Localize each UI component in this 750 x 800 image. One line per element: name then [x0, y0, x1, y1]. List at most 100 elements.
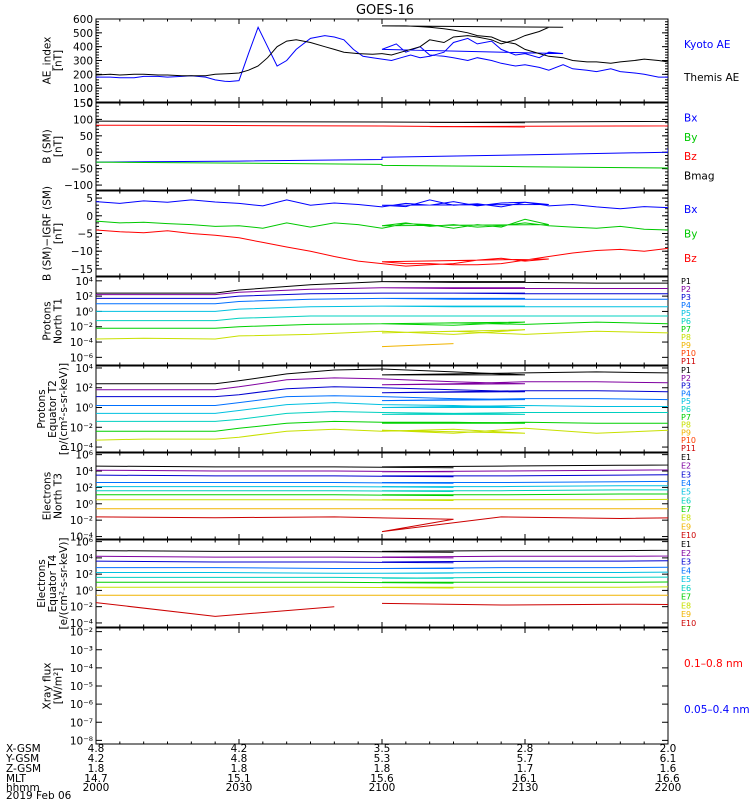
- y-tick-label: 10⁻⁷: [70, 717, 93, 729]
- legend-entry: E2: [681, 462, 691, 471]
- series-line-p7: [96, 321, 668, 329]
- legend-entry: P11: [681, 357, 696, 366]
- y-tick-label: 10⁶: [75, 450, 93, 462]
- series-line-e3: [96, 559, 668, 564]
- x-row-value: 15.6: [370, 773, 394, 785]
- y-tick-label: 10²: [75, 569, 93, 581]
- series-line-p4: [96, 297, 668, 305]
- legend-entry: P10: [681, 349, 696, 358]
- series-line-e4: [96, 566, 668, 569]
- x-row-value: 6.1: [660, 753, 677, 765]
- series-line-kyoto-ae: [96, 26, 668, 89]
- series-line-p2: [96, 287, 668, 296]
- y-axis-label: Electrons: [42, 472, 54, 521]
- x-row-value: 1.8: [231, 763, 248, 775]
- series-line-bz: [96, 229, 668, 267]
- series-line-e5: [96, 571, 668, 574]
- y-tick-label: 0: [86, 97, 93, 109]
- legend-entry: Kyoto AE: [684, 39, 730, 51]
- legend-entry: P2: [681, 285, 691, 294]
- y-tick-label: 10⁰: [75, 585, 93, 597]
- x-row-value: 5.3: [374, 753, 391, 765]
- x-row-label: hhmm: [6, 782, 40, 794]
- legend-entry: Bz: [684, 253, 697, 265]
- x-row-value: 2.8: [517, 743, 534, 755]
- x-row-value: 1.8: [374, 763, 391, 775]
- y-axis-label: Electrons: [36, 559, 48, 608]
- y-axis-label: North T3: [53, 473, 65, 519]
- y-axis-label: [p/(cm²-s-sr-keV)]: [58, 363, 70, 455]
- series-line-p3: [96, 386, 668, 398]
- y-tick-label: −100: [64, 180, 93, 192]
- x-row-label: Y-GSM: [5, 753, 39, 765]
- series-line-p6: [96, 410, 668, 422]
- y-tick-label: 50: [80, 131, 93, 143]
- legend-entry: P5: [681, 309, 691, 318]
- x-row-value: 4.8: [231, 753, 248, 765]
- legend-entry: E4: [681, 566, 691, 575]
- series-line-bx: [96, 199, 668, 212]
- y-tick-label: 0: [86, 211, 93, 223]
- series-line-p5: [96, 305, 668, 312]
- series-line-e8: [96, 498, 668, 501]
- series-line-e7: [96, 581, 668, 584]
- y-axis-label: [nT]: [53, 50, 65, 71]
- y-tick-label: 10⁻⁴: [70, 337, 93, 349]
- legend-entry: P6: [681, 317, 691, 326]
- legend-entry: P8: [681, 333, 691, 342]
- legend-entry: P4: [681, 389, 691, 398]
- panel-frame: [95, 18, 669, 103]
- legend-entry: P2: [681, 374, 691, 383]
- legend-entry: 0.1–0.8 nm: [684, 658, 743, 670]
- series-line-by: [96, 161, 668, 170]
- legend-entry: Bz: [684, 151, 697, 163]
- panel-frame: [95, 539, 669, 628]
- x-axis-labels: X-GSM 4.8 4.2 3.5 2.8 2.0Y-GSM 4.2 4.8 5.3 5.7 6.1…: [5, 743, 681, 800]
- x-row-value: 2.0: [660, 743, 677, 755]
- panel-bigrf: −15 −10 −5 0 5 B (SM)−IGRF (SM) [nT] Bx By Bz: [42, 186, 698, 281]
- y-tick-label: 10⁻⁵: [70, 681, 93, 693]
- legend-entry: P9: [681, 428, 691, 437]
- series-line-e4: [96, 480, 668, 484]
- y-tick-label: 10²: [75, 291, 93, 303]
- series-line-p9: [381, 343, 668, 348]
- y-tick-label: 10⁻²: [70, 627, 93, 639]
- y-tick-label: 150: [73, 98, 93, 110]
- series-line-p8: [96, 329, 668, 340]
- series-line-p3: [96, 292, 668, 299]
- y-tick-label: 10⁻⁴: [70, 663, 93, 675]
- x-row-label: Z-GSM: [6, 763, 41, 775]
- y-tick-label: 300: [73, 56, 93, 68]
- y-tick-label: 0: [86, 147, 93, 159]
- legend-entry: Bx: [684, 113, 697, 125]
- y-axis-label: Protons: [42, 301, 54, 340]
- legend-entry: P7: [681, 413, 691, 422]
- legend-entry: P1: [681, 366, 691, 375]
- y-tick-label: 10⁻⁶: [70, 699, 93, 711]
- y-tick-label: 10⁴: [75, 553, 93, 565]
- series-line-e7: [96, 493, 668, 497]
- legend-entry: E3: [681, 470, 691, 479]
- x-row-value: 5.7: [517, 753, 534, 765]
- series-line-e10: [96, 516, 668, 533]
- series-line-p1: [96, 368, 668, 385]
- legend-entry: E8: [681, 514, 691, 523]
- x-row-value: 2130: [512, 782, 539, 794]
- legend-entry: E10: [681, 619, 696, 628]
- legend-entry: P3: [681, 293, 691, 302]
- x-row-value: 3.5: [374, 743, 391, 755]
- series-line-e1: [96, 548, 668, 553]
- y-tick-label: 10⁻⁶: [70, 352, 93, 364]
- y-tick-label: 10⁻²: [70, 602, 93, 614]
- series-line-e5: [96, 484, 668, 488]
- y-tick-label: −5: [78, 229, 93, 241]
- legend-entry: P9: [681, 341, 691, 350]
- y-axis-label: [W/m²]: [53, 668, 65, 705]
- y-tick-label: 5: [86, 193, 93, 205]
- x-row-value: 2100: [369, 782, 396, 794]
- y-tick-label: 500: [73, 28, 93, 40]
- legend-entry: E7: [681, 593, 691, 602]
- y-tick-label: 100: [73, 114, 93, 126]
